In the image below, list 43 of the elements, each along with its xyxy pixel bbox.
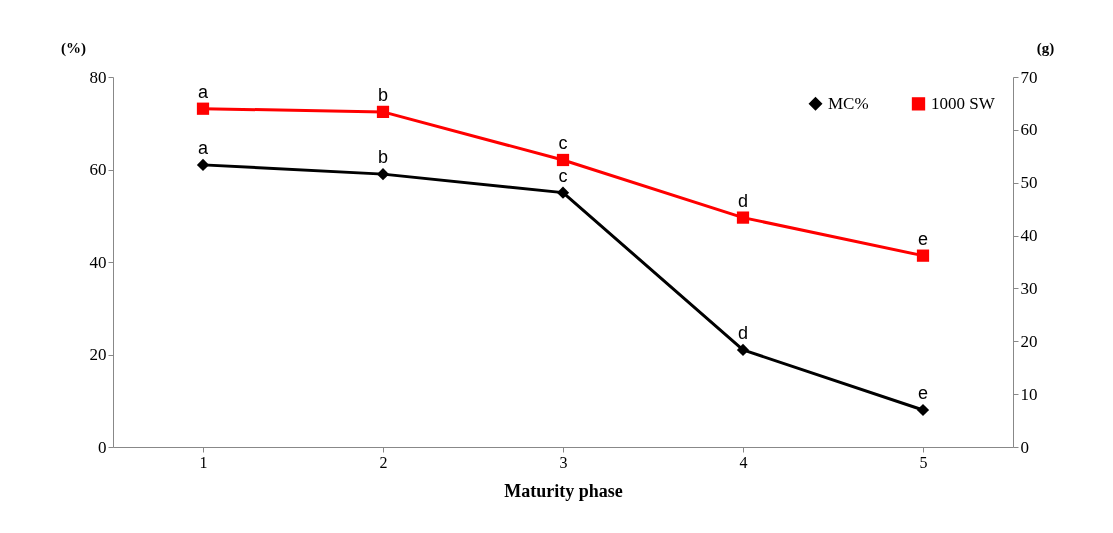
point	[376, 105, 390, 119]
annotation: c	[558, 132, 568, 153]
y2-tick-label: 0	[1020, 437, 1029, 457]
legend-label: 1000 SW	[931, 93, 996, 113]
point	[736, 343, 750, 356]
annotation: a	[197, 81, 209, 102]
annotation: e	[917, 383, 929, 403]
legend-label: MC%	[828, 93, 869, 113]
x-tick-label: 3	[559, 453, 568, 471]
y-tick-label: 60	[89, 160, 107, 179]
point	[196, 158, 210, 171]
annotation: d	[737, 190, 749, 211]
point	[376, 168, 390, 181]
y-axis-title: (%)	[61, 39, 86, 57]
point	[916, 403, 930, 417]
y2-tick-label: 40	[1020, 226, 1038, 246]
annotation: e	[917, 228, 929, 249]
y-tick-label: 0	[98, 437, 107, 457]
y2-tick-label: 50	[1020, 173, 1038, 193]
y-tick-label: 20	[89, 345, 107, 364]
point	[556, 153, 570, 167]
point	[916, 249, 930, 262]
annotation: d	[737, 322, 749, 343]
point	[556, 186, 570, 199]
y-tick-label: 40	[89, 252, 107, 272]
point	[196, 102, 210, 115]
annotation: c	[558, 165, 568, 186]
y2-tick-label: 10	[1020, 384, 1038, 404]
annotation: b	[377, 147, 389, 168]
y2-tick-label: 20	[1020, 331, 1038, 351]
y2-tick-label: 70	[1020, 67, 1038, 87]
x-tick-label: 5	[919, 453, 928, 471]
x-tick-label: 4	[739, 453, 748, 471]
y2-axis-title: (g)	[1036, 39, 1055, 57]
point	[736, 211, 750, 224]
y2-tick-label: 30	[1020, 278, 1038, 298]
annotation: a	[197, 137, 209, 158]
x-tick-label: 2	[379, 453, 388, 471]
annotation: b	[377, 84, 389, 105]
y-tick-label: 80	[89, 67, 107, 87]
x-axis-title: Maturity phase	[504, 480, 623, 501]
y2-tick-label: 60	[1020, 120, 1038, 140]
x-tick-label: 1	[199, 453, 208, 471]
